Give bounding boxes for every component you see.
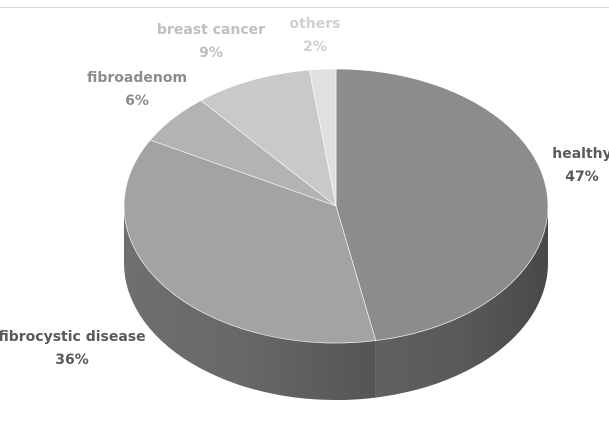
pie-side-shading-fibrocystic-disease: [124, 206, 376, 400]
slice-value-breast-cancer: 9%: [199, 45, 223, 61]
pie-side-shading-healthy: [375, 206, 548, 398]
pie-top-layer: [123, 68, 549, 344]
top-divider: [0, 7, 609, 8]
pie-slice-others: [309, 68, 337, 207]
slice-label-breast-cancer: breast cancer: [157, 22, 265, 38]
pie-slice-healthy: [335, 68, 549, 341]
pie-slice-breast-cancer: [200, 69, 337, 207]
slice-value-others: 2%: [303, 39, 327, 55]
slice-label-healthy: healthy: [552, 146, 609, 162]
slice-label-others: others: [289, 16, 340, 32]
pie-slice-fibrocystic-disease: [123, 139, 377, 344]
slice-value-fibroadenom: 6%: [125, 93, 149, 109]
pie-side-layer: [124, 206, 548, 400]
pie-label-layer: healthy 47% fibrocystic disease 36% fibroade…: [0, 16, 609, 368]
slice-value-healthy: 47%: [565, 169, 599, 185]
slice-label-fibroadenom: fibroadenom: [87, 70, 187, 86]
slice-value-fibrocystic-disease: 36%: [55, 352, 89, 368]
slice-label-fibrocystic-disease: fibrocystic disease: [0, 329, 146, 345]
